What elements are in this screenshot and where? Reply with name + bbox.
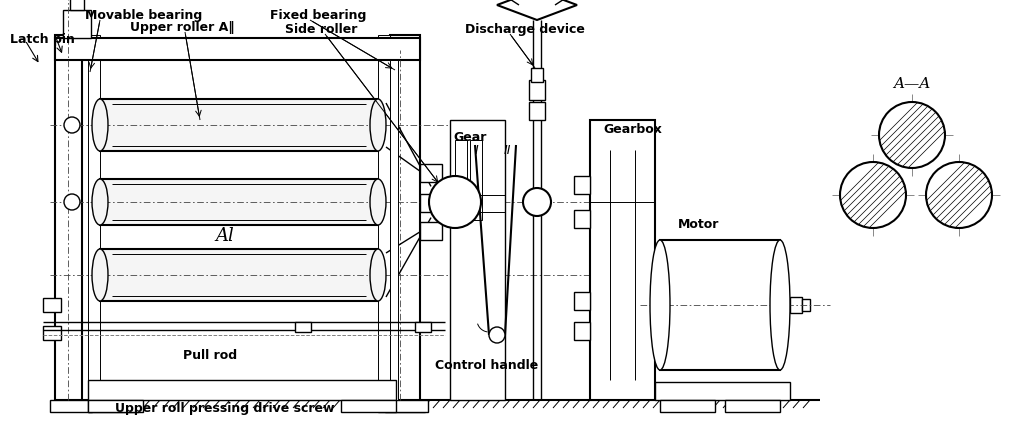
Ellipse shape [92, 100, 108, 152]
Circle shape [65, 194, 80, 211]
Ellipse shape [370, 180, 386, 225]
Bar [378, 36, 390, 400]
Bar [100, 180, 378, 225]
Bar [385, 400, 425, 412]
Bar [390, 61, 398, 400]
Text: Upper roller A‖: Upper roller A‖ [130, 21, 234, 34]
Circle shape [429, 177, 481, 228]
Text: Discharge device: Discharge device [465, 23, 585, 36]
Text: Motor: Motor [678, 218, 720, 230]
Circle shape [879, 103, 945, 169]
Text: Gear: Gear [453, 131, 486, 144]
Ellipse shape [770, 240, 790, 370]
Bar [341, 400, 396, 412]
Text: Fixed bearing: Fixed bearing [270, 9, 367, 22]
Circle shape [926, 163, 992, 228]
Bar [88, 400, 138, 412]
Bar [660, 240, 780, 370]
Text: Side roller: Side roller [285, 23, 357, 36]
Bar [420, 194, 442, 212]
Text: Control handle: Control handle [435, 358, 539, 371]
Bar [574, 292, 590, 310]
Bar [420, 165, 442, 183]
Bar [50, 400, 92, 412]
Bar [100, 100, 378, 152]
Text: II: II [503, 144, 511, 157]
Text: Upper roll pressing drive screw: Upper roll pressing drive screw [116, 401, 335, 414]
Bar [529, 81, 545, 101]
Circle shape [65, 118, 80, 134]
Polygon shape [497, 0, 577, 21]
Bar [802, 299, 810, 311]
Bar [529, 103, 545, 121]
Bar [531, 69, 543, 83]
Bar [455, 141, 467, 221]
Bar [88, 400, 143, 412]
Text: I: I [475, 144, 479, 157]
Text: A—A: A—A [893, 77, 931, 91]
Text: Movable bearing: Movable bearing [85, 9, 203, 22]
Circle shape [489, 327, 505, 343]
Bar [70, 0, 84, 11]
Bar [574, 177, 590, 194]
Bar [88, 36, 100, 400]
Ellipse shape [650, 240, 670, 370]
Bar [450, 121, 505, 400]
Ellipse shape [370, 249, 386, 301]
Bar [590, 121, 655, 400]
Text: Latch pin: Latch pin [10, 33, 75, 46]
Text: Gearbox: Gearbox [603, 123, 662, 136]
Ellipse shape [92, 249, 108, 301]
Bar [100, 249, 378, 301]
Bar [63, 11, 91, 39]
Bar [790, 297, 802, 313]
Bar [55, 36, 82, 400]
Text: Pull rod: Pull rod [183, 348, 238, 361]
Bar [378, 400, 428, 412]
Bar [574, 211, 590, 228]
Bar [43, 326, 61, 340]
Bar [420, 222, 442, 240]
Bar [655, 382, 790, 400]
Bar [725, 400, 780, 412]
Bar [415, 322, 431, 332]
Bar [470, 141, 482, 221]
Circle shape [840, 163, 906, 228]
Text: Al: Al [216, 227, 234, 244]
Ellipse shape [370, 100, 386, 152]
Bar [43, 298, 61, 312]
Bar [88, 380, 396, 400]
Bar [295, 322, 311, 332]
Bar [574, 322, 590, 340]
Bar [55, 39, 420, 61]
Circle shape [523, 189, 551, 216]
Bar [660, 400, 715, 412]
Bar [390, 36, 420, 400]
Ellipse shape [92, 180, 108, 225]
